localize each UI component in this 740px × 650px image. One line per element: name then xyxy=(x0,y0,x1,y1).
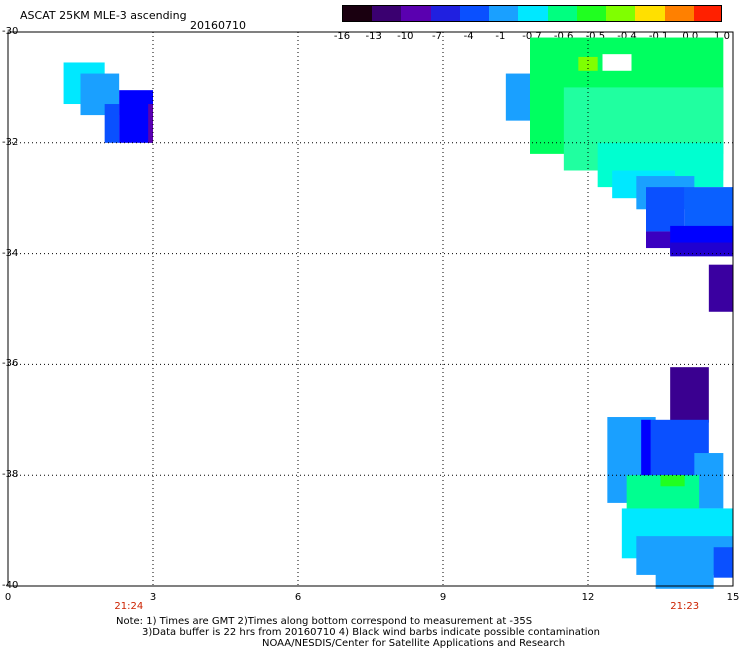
wind-cell xyxy=(602,54,632,71)
wind-cell xyxy=(641,419,651,503)
wind-cell xyxy=(148,104,153,143)
wind-cell xyxy=(646,187,685,232)
wind-cell xyxy=(655,552,714,589)
longitude-label: 12 xyxy=(581,592,595,603)
longitude-label: 0 xyxy=(4,592,12,603)
colorbar-tick-label: 0.0 xyxy=(682,31,699,42)
wind-cell xyxy=(670,242,733,257)
colorbar-tick-label: -0.7 xyxy=(522,31,542,42)
pass-time-label: 21:23 xyxy=(670,601,700,612)
product-title: ASCAT 25KM MLE-3 ascending xyxy=(20,9,187,22)
colorbar-tick-label: -16 xyxy=(333,31,351,42)
wind-cell xyxy=(713,547,733,578)
wind-cell xyxy=(578,56,598,71)
colorbar-tick-label: -0.4 xyxy=(617,31,637,42)
colorbar-segment xyxy=(664,6,695,21)
colorbar: -16 -13 -10 -7 -4 -1 -0.7 -0.6 -0.5 -0.4 -0.1 0.0 1.… xyxy=(334,5,730,42)
longitude-label: 6 xyxy=(294,592,302,603)
wind-cell xyxy=(670,367,709,423)
plot-frame xyxy=(7,31,734,587)
note-line-2: 3)Data buffer is 22 hrs from 20160710 4)… xyxy=(142,627,600,638)
colorbar-segment xyxy=(606,6,636,21)
colorbar-strip xyxy=(342,5,722,22)
colorbar-segment xyxy=(343,6,373,21)
colorbar-segment xyxy=(372,6,402,21)
colorbar-tick-label: -0.5 xyxy=(585,31,606,42)
colorbar-tick-label: -0.6 xyxy=(553,31,574,42)
grid-lines xyxy=(8,32,733,586)
latitude-label: -40 xyxy=(2,580,19,591)
colorbar-tick-label: -10 xyxy=(397,31,414,42)
colorbar-segment xyxy=(576,6,607,21)
colorbar-tick-label: -0.1 xyxy=(648,31,669,42)
date-label: 20160710 xyxy=(190,19,246,32)
colorbar-segment xyxy=(459,6,490,21)
wind-cell xyxy=(104,104,120,143)
latitude-label: -32 xyxy=(2,136,19,148)
colorbar-segment xyxy=(401,6,432,21)
pass-time-label: 21:24 xyxy=(114,601,144,612)
wind-cell xyxy=(119,90,153,143)
note-line-3: NOAA/NESDIS/Center for Satellite Applica… xyxy=(262,638,566,649)
colorbar-tick-label: 1.0 xyxy=(714,31,730,42)
latitude-label: -38 xyxy=(2,469,19,481)
colorbar-segment xyxy=(693,6,721,21)
longitude-label: 9 xyxy=(439,592,447,603)
wind-cell xyxy=(708,264,733,312)
latitude-label: -30 xyxy=(2,26,19,37)
colorbar-tick-label: -13 xyxy=(365,31,382,42)
colorbar-tick-label: -7 xyxy=(432,31,442,42)
colorbar-segment xyxy=(547,6,578,21)
colorbar-segment xyxy=(489,6,519,21)
colorbar-segment xyxy=(430,6,461,21)
wind-cell xyxy=(660,475,685,487)
longitude-label: 3 xyxy=(149,592,157,603)
colorbar-segment xyxy=(635,6,666,21)
wind-data-cells xyxy=(63,37,733,589)
latitude-label: -36 xyxy=(2,358,19,370)
note-line-1: Note: 1) Times are GMT 2)Times along bot… xyxy=(116,616,533,627)
wind-cell xyxy=(646,231,675,249)
colorbar-labels: -16 -13 -10 -7 -4 -1 -0.7 -0.6 -0.5 -0.4 -0.1 0.0 1.… xyxy=(334,5,730,45)
colorbar-tick-label: -1 xyxy=(495,31,506,42)
colorbar-tick-label: -4 xyxy=(463,31,474,42)
latitude-label: -34 xyxy=(2,247,19,259)
longitude-label: 15 xyxy=(726,592,740,603)
colorbar-segment xyxy=(518,6,549,21)
